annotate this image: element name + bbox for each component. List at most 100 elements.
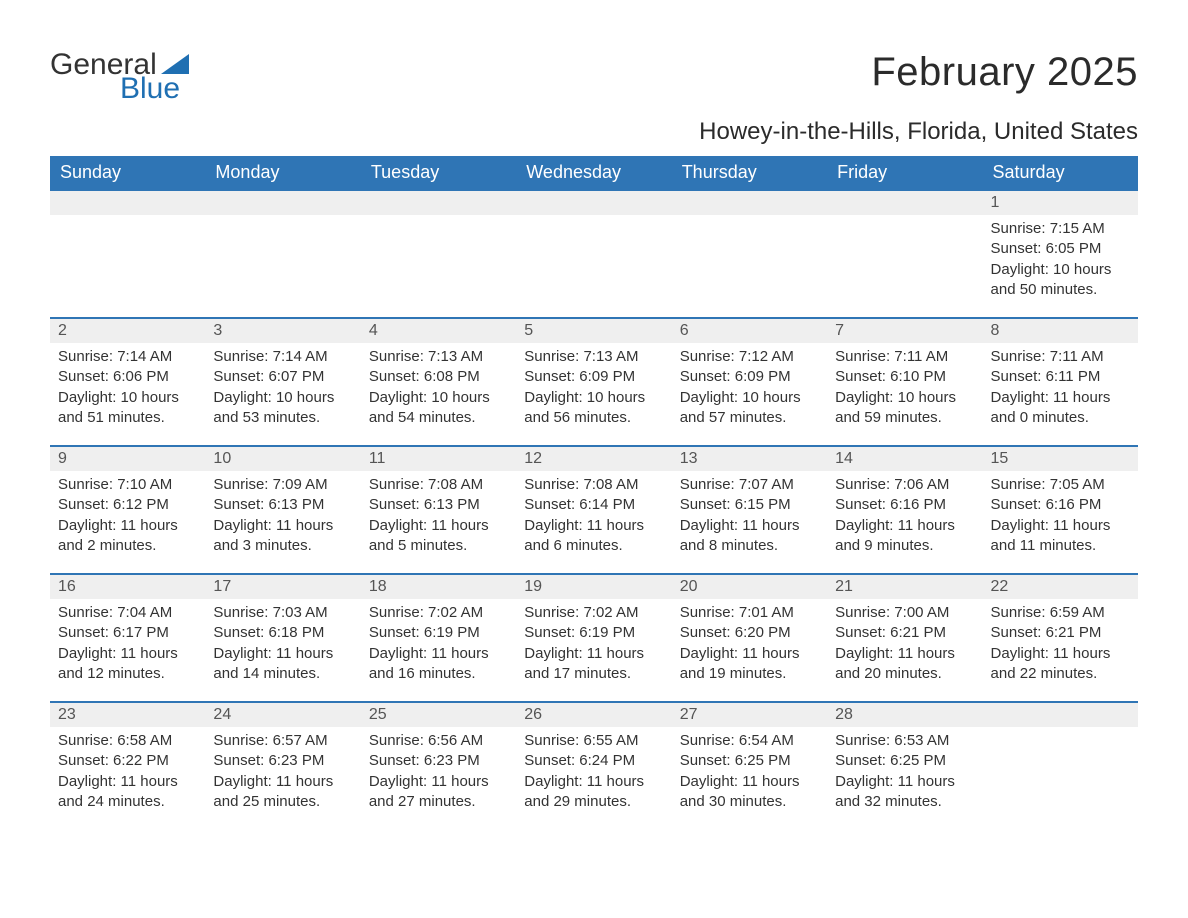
calendar-cell [361, 190, 516, 318]
day-number: 6 [672, 319, 827, 343]
day-details: Sunrise: 7:04 AMSunset: 6:17 PMDaylight:… [50, 599, 205, 692]
day-number: 10 [205, 447, 360, 471]
calendar-cell [983, 702, 1138, 830]
day-number: 7 [827, 319, 982, 343]
day-number: 5 [516, 319, 671, 343]
day-details: Sunrise: 7:13 AMSunset: 6:09 PMDaylight:… [516, 343, 671, 436]
calendar-cell: 20Sunrise: 7:01 AMSunset: 6:20 PMDayligh… [672, 574, 827, 702]
day-header: Saturday [983, 156, 1138, 190]
calendar-cell: 9Sunrise: 7:10 AMSunset: 6:12 PMDaylight… [50, 446, 205, 574]
day-details: Sunrise: 7:12 AMSunset: 6:09 PMDaylight:… [672, 343, 827, 436]
day-number: 2 [50, 319, 205, 343]
day-number: 9 [50, 447, 205, 471]
calendar-cell: 23Sunrise: 6:58 AMSunset: 6:22 PMDayligh… [50, 702, 205, 830]
day-number: 21 [827, 575, 982, 599]
day-number: 16 [50, 575, 205, 599]
day-number: 28 [827, 703, 982, 727]
day-details: Sunrise: 6:54 AMSunset: 6:25 PMDaylight:… [672, 727, 827, 820]
calendar-cell: 28Sunrise: 6:53 AMSunset: 6:25 PMDayligh… [827, 702, 982, 830]
day-number [983, 703, 1138, 727]
day-number: 13 [672, 447, 827, 471]
day-details: Sunrise: 7:00 AMSunset: 6:21 PMDaylight:… [827, 599, 982, 692]
month-title: February 2025 [871, 50, 1138, 95]
calendar-cell: 26Sunrise: 6:55 AMSunset: 6:24 PMDayligh… [516, 702, 671, 830]
day-details: Sunrise: 6:57 AMSunset: 6:23 PMDaylight:… [205, 727, 360, 820]
day-number: 20 [672, 575, 827, 599]
day-number: 4 [361, 319, 516, 343]
day-details: Sunrise: 6:58 AMSunset: 6:22 PMDaylight:… [50, 727, 205, 820]
calendar-cell: 7Sunrise: 7:11 AMSunset: 6:10 PMDaylight… [827, 318, 982, 446]
day-header: Tuesday [361, 156, 516, 190]
day-details: Sunrise: 6:56 AMSunset: 6:23 PMDaylight:… [361, 727, 516, 820]
calendar-cell: 13Sunrise: 7:07 AMSunset: 6:15 PMDayligh… [672, 446, 827, 574]
day-number [516, 191, 671, 215]
calendar-table: SundayMondayTuesdayWednesdayThursdayFrid… [50, 156, 1138, 830]
day-number: 27 [672, 703, 827, 727]
day-details: Sunrise: 7:05 AMSunset: 6:16 PMDaylight:… [983, 471, 1138, 564]
calendar-cell: 27Sunrise: 6:54 AMSunset: 6:25 PMDayligh… [672, 702, 827, 830]
day-number: 26 [516, 703, 671, 727]
day-number: 23 [50, 703, 205, 727]
calendar-cell: 6Sunrise: 7:12 AMSunset: 6:09 PMDaylight… [672, 318, 827, 446]
day-number [361, 191, 516, 215]
calendar-cell: 3Sunrise: 7:14 AMSunset: 6:07 PMDaylight… [205, 318, 360, 446]
day-details: Sunrise: 7:08 AMSunset: 6:14 PMDaylight:… [516, 471, 671, 564]
calendar-cell: 25Sunrise: 6:56 AMSunset: 6:23 PMDayligh… [361, 702, 516, 830]
calendar-cell [827, 190, 982, 318]
day-details: Sunrise: 7:06 AMSunset: 6:16 PMDaylight:… [827, 471, 982, 564]
day-details: Sunrise: 7:02 AMSunset: 6:19 PMDaylight:… [361, 599, 516, 692]
calendar-cell: 4Sunrise: 7:13 AMSunset: 6:08 PMDaylight… [361, 318, 516, 446]
day-details: Sunrise: 6:59 AMSunset: 6:21 PMDaylight:… [983, 599, 1138, 692]
day-number: 18 [361, 575, 516, 599]
day-header: Monday [205, 156, 360, 190]
logo-text-blue: Blue [120, 74, 180, 104]
calendar-cell: 17Sunrise: 7:03 AMSunset: 6:18 PMDayligh… [205, 574, 360, 702]
calendar-cell [50, 190, 205, 318]
day-number: 14 [827, 447, 982, 471]
calendar-cell: 12Sunrise: 7:08 AMSunset: 6:14 PMDayligh… [516, 446, 671, 574]
location-label: Howey-in-the-Hills, Florida, United Stat… [50, 118, 1138, 146]
calendar-cell [205, 190, 360, 318]
day-header: Wednesday [516, 156, 671, 190]
day-details: Sunrise: 7:14 AMSunset: 6:07 PMDaylight:… [205, 343, 360, 436]
calendar-cell: 5Sunrise: 7:13 AMSunset: 6:09 PMDaylight… [516, 318, 671, 446]
day-details: Sunrise: 6:53 AMSunset: 6:25 PMDaylight:… [827, 727, 982, 820]
day-details: Sunrise: 7:07 AMSunset: 6:15 PMDaylight:… [672, 471, 827, 564]
calendar-cell: 18Sunrise: 7:02 AMSunset: 6:19 PMDayligh… [361, 574, 516, 702]
day-details: Sunrise: 7:08 AMSunset: 6:13 PMDaylight:… [361, 471, 516, 564]
day-number: 22 [983, 575, 1138, 599]
day-details: Sunrise: 7:10 AMSunset: 6:12 PMDaylight:… [50, 471, 205, 564]
calendar-cell: 11Sunrise: 7:08 AMSunset: 6:13 PMDayligh… [361, 446, 516, 574]
day-details: Sunrise: 7:13 AMSunset: 6:08 PMDaylight:… [361, 343, 516, 436]
day-number: 12 [516, 447, 671, 471]
day-number: 11 [361, 447, 516, 471]
calendar-cell: 2Sunrise: 7:14 AMSunset: 6:06 PMDaylight… [50, 318, 205, 446]
day-header: Sunday [50, 156, 205, 190]
calendar-cell: 10Sunrise: 7:09 AMSunset: 6:13 PMDayligh… [205, 446, 360, 574]
brand-logo: General Blue [50, 50, 189, 104]
day-number: 3 [205, 319, 360, 343]
day-details: Sunrise: 7:02 AMSunset: 6:19 PMDaylight:… [516, 599, 671, 692]
day-details: Sunrise: 7:01 AMSunset: 6:20 PMDaylight:… [672, 599, 827, 692]
day-header: Thursday [672, 156, 827, 190]
day-number: 25 [361, 703, 516, 727]
calendar-cell [516, 190, 671, 318]
calendar-cell [672, 190, 827, 318]
day-details: Sunrise: 7:14 AMSunset: 6:06 PMDaylight:… [50, 343, 205, 436]
day-header: Friday [827, 156, 982, 190]
calendar-cell: 22Sunrise: 6:59 AMSunset: 6:21 PMDayligh… [983, 574, 1138, 702]
sail-icon [161, 54, 189, 74]
calendar-cell: 19Sunrise: 7:02 AMSunset: 6:19 PMDayligh… [516, 574, 671, 702]
calendar-cell: 8Sunrise: 7:11 AMSunset: 6:11 PMDaylight… [983, 318, 1138, 446]
day-number: 8 [983, 319, 1138, 343]
calendar-cell: 14Sunrise: 7:06 AMSunset: 6:16 PMDayligh… [827, 446, 982, 574]
day-details: Sunrise: 7:15 AMSunset: 6:05 PMDaylight:… [983, 215, 1138, 308]
day-number [205, 191, 360, 215]
day-number [50, 191, 205, 215]
day-number: 17 [205, 575, 360, 599]
day-details: Sunrise: 7:11 AMSunset: 6:11 PMDaylight:… [983, 343, 1138, 436]
calendar-cell: 21Sunrise: 7:00 AMSunset: 6:21 PMDayligh… [827, 574, 982, 702]
day-number: 15 [983, 447, 1138, 471]
day-details: Sunrise: 7:11 AMSunset: 6:10 PMDaylight:… [827, 343, 982, 436]
calendar-cell: 24Sunrise: 6:57 AMSunset: 6:23 PMDayligh… [205, 702, 360, 830]
